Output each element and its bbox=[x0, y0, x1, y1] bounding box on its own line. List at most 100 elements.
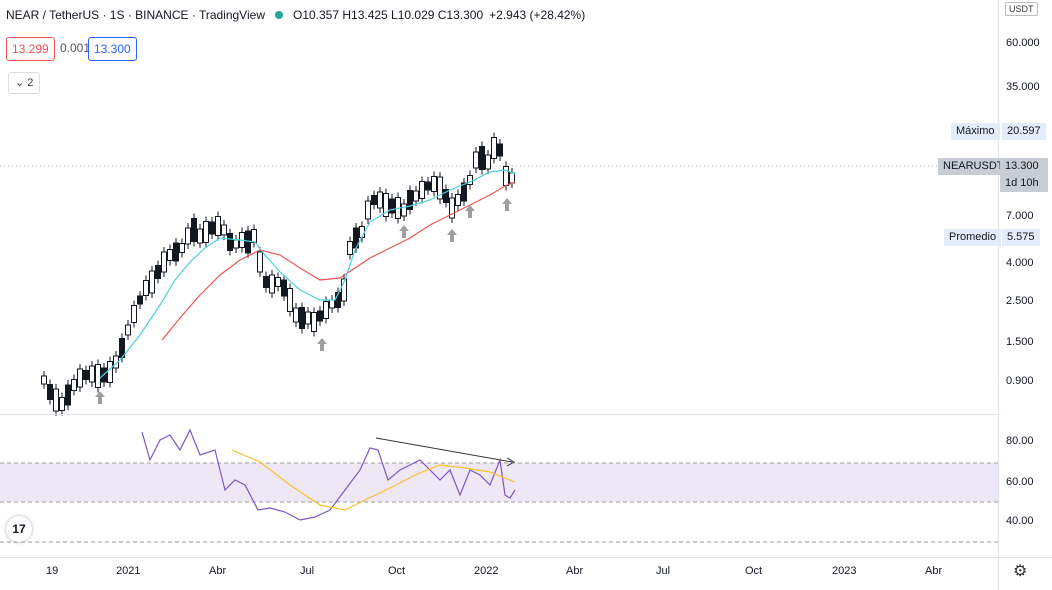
time-axis-label: Oct bbox=[745, 565, 763, 577]
symbol-legend[interactable]: NEAR / TetherUS · 1S · BINANCE · Trading… bbox=[6, 8, 585, 22]
candle bbox=[383, 193, 389, 217]
price-axis-label: 60.000 bbox=[1006, 37, 1040, 49]
divergence-arrow bbox=[506, 457, 516, 467]
up-arrow-icon bbox=[399, 225, 409, 238]
price-axis-label: 1.500 bbox=[1006, 336, 1034, 348]
divergence-line[interactable] bbox=[375, 437, 513, 463]
chart-canvas[interactable] bbox=[0, 0, 998, 557]
rsi-axis-label: 80.00 bbox=[1006, 435, 1034, 447]
last-price-value: 13.300 bbox=[1005, 160, 1039, 172]
candle bbox=[473, 151, 479, 169]
candle bbox=[209, 221, 215, 235]
countdown-value: 1d 10h bbox=[1005, 177, 1039, 189]
candle bbox=[455, 194, 461, 206]
candle bbox=[509, 172, 515, 184]
candle bbox=[311, 312, 317, 332]
up-arrow-icon bbox=[95, 391, 105, 404]
candle bbox=[407, 190, 413, 210]
up-arrow-icon bbox=[95, 198, 512, 404]
candle bbox=[161, 251, 167, 273]
time-axis-label: 2021 bbox=[116, 565, 141, 577]
last-price-tag: 13.300 1d 10h bbox=[1000, 158, 1048, 192]
rsi-band bbox=[0, 463, 998, 502]
candle bbox=[485, 154, 491, 170]
candle bbox=[491, 137, 497, 159]
candle bbox=[83, 370, 89, 380]
candle bbox=[191, 218, 197, 242]
candle bbox=[137, 295, 143, 305]
candle bbox=[65, 384, 71, 406]
candle bbox=[281, 279, 287, 297]
candle bbox=[305, 311, 311, 325]
candle bbox=[299, 307, 305, 329]
candle bbox=[47, 384, 53, 400]
candle bbox=[293, 307, 299, 323]
candle bbox=[317, 310, 323, 322]
candle bbox=[449, 197, 455, 219]
candle bbox=[167, 249, 173, 261]
ema-fast-line bbox=[99, 169, 516, 379]
candles bbox=[41, 132, 515, 416]
time-axis-label: Abr bbox=[566, 565, 584, 577]
candle bbox=[233, 239, 239, 249]
candle bbox=[497, 143, 503, 157]
price-axis-divider bbox=[998, 0, 999, 590]
candle bbox=[71, 379, 77, 391]
rsi-axis-label: 60.00 bbox=[1006, 476, 1034, 488]
sell-price-button[interactable]: 13.299 bbox=[6, 37, 55, 61]
spread-value: 0.001 bbox=[60, 41, 91, 55]
candle bbox=[197, 228, 203, 244]
time-axis-label: 2022 bbox=[474, 565, 499, 577]
symbol-title[interactable]: NEAR / TetherUS · 1S · BINANCE · Trading… bbox=[6, 8, 265, 22]
candle bbox=[257, 251, 263, 273]
candle bbox=[41, 375, 47, 385]
candle bbox=[185, 227, 191, 245]
candle bbox=[413, 190, 419, 202]
candle bbox=[95, 364, 101, 388]
average-value: 5.575 bbox=[1002, 229, 1040, 246]
candle bbox=[203, 221, 209, 243]
buy-price-button[interactable]: 13.300 bbox=[88, 37, 137, 61]
time-axis-label: Jul bbox=[656, 565, 671, 577]
up-arrow-icon bbox=[317, 338, 327, 351]
candle bbox=[401, 203, 407, 217]
pane-divider[interactable] bbox=[0, 414, 998, 415]
candle bbox=[215, 216, 221, 236]
max-label: Máximo bbox=[951, 123, 1000, 140]
candle bbox=[365, 200, 371, 220]
candle bbox=[467, 175, 473, 185]
candle bbox=[149, 270, 155, 294]
tradingview-logo[interactable]: 17 bbox=[6, 516, 32, 542]
up-arrow-icon bbox=[465, 205, 475, 218]
time-axis-label: Abr bbox=[209, 565, 227, 577]
candle bbox=[107, 361, 113, 383]
candle bbox=[461, 182, 467, 202]
price-axis-label: 2.500 bbox=[1006, 295, 1034, 307]
candle bbox=[431, 176, 437, 192]
currency-label[interactable]: USDT bbox=[1005, 2, 1038, 16]
candle bbox=[329, 299, 335, 309]
rsi-axis-label: 40.00 bbox=[1006, 515, 1034, 527]
ohlc-values: O10.357 H13.425 L10.029 C13.300 bbox=[292, 8, 484, 22]
candle bbox=[251, 229, 257, 243]
candle bbox=[425, 181, 431, 191]
candle bbox=[347, 241, 353, 255]
gear-icon[interactable]: ⚙ bbox=[1013, 563, 1028, 580]
max-value: 20.597 bbox=[1002, 123, 1046, 140]
candle bbox=[53, 388, 59, 412]
candle bbox=[503, 166, 509, 186]
indicator-toggle-button[interactable]: ⌄ 2 bbox=[8, 72, 41, 94]
rsi-ma-line bbox=[231, 449, 516, 511]
candle bbox=[143, 280, 149, 296]
price-axis-label: 0.900 bbox=[1006, 375, 1034, 387]
ema-slow-line bbox=[161, 181, 516, 341]
time-axis-label: 2023 bbox=[832, 565, 857, 577]
price-axis-label: 7.000 bbox=[1006, 210, 1034, 222]
candle bbox=[179, 243, 185, 253]
up-arrow-icon bbox=[447, 229, 457, 242]
candle bbox=[155, 265, 161, 279]
price-axis-label: 4.000 bbox=[1006, 257, 1034, 269]
time-axis-label: Jul bbox=[300, 565, 315, 577]
candle bbox=[419, 181, 425, 199]
candle bbox=[227, 233, 233, 251]
